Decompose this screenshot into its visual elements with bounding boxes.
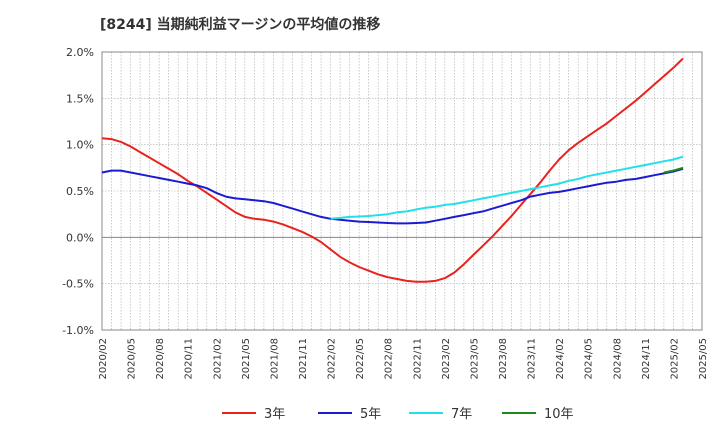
x-tick-label: 2024/11 bbox=[641, 338, 652, 380]
y-tick-label: 0.0% bbox=[66, 231, 94, 244]
x-tick-label: 2020/11 bbox=[184, 338, 195, 380]
x-tick-label: 2024/08 bbox=[612, 338, 623, 380]
series-line-10年 bbox=[663, 166, 684, 174]
x-tick-label: 2020/02 bbox=[98, 338, 109, 380]
x-tick-label: 2022/05 bbox=[355, 338, 366, 380]
x-tick-label: 2023/05 bbox=[469, 338, 480, 380]
x-tick-label: 2024/05 bbox=[584, 338, 595, 380]
x-tick-label: 2023/11 bbox=[527, 338, 538, 380]
x-tick-label: 2020/08 bbox=[155, 338, 166, 380]
y-tick-label: 1.0% bbox=[66, 139, 94, 152]
x-tick-label: 2022/02 bbox=[327, 338, 338, 380]
plot-frame bbox=[101, 51, 703, 331]
x-tick-label: 2025/02 bbox=[669, 338, 680, 380]
x-tick-label: 2023/02 bbox=[441, 338, 452, 380]
legend-label: 10年 bbox=[544, 407, 574, 422]
x-tick-label: 2021/02 bbox=[212, 338, 223, 380]
series-line-7年 bbox=[330, 155, 684, 220]
legend-label: 5年 bbox=[360, 407, 381, 422]
x-tick-label: 2021/11 bbox=[298, 338, 309, 380]
x-tick-label: 2021/05 bbox=[241, 338, 252, 380]
y-tick-label: -0.5% bbox=[62, 278, 94, 291]
y-tick-label: 0.5% bbox=[66, 185, 94, 198]
legend-label: 3年 bbox=[264, 407, 285, 422]
legend-label: 7年 bbox=[451, 407, 472, 422]
x-tick-label: 2020/05 bbox=[127, 338, 138, 380]
y-tick-label: 2.0% bbox=[66, 46, 94, 59]
x-tick-label: 2025/05 bbox=[698, 338, 709, 380]
series-line-5年 bbox=[101, 167, 684, 225]
y-tick-label: 1.5% bbox=[66, 92, 94, 105]
x-tick-label: 2022/08 bbox=[384, 338, 395, 380]
x-tick-label: 2022/11 bbox=[412, 338, 423, 380]
y-tick-label: -1.0% bbox=[62, 324, 94, 337]
x-tick-label: 2024/02 bbox=[555, 338, 566, 380]
chart-title: [8244] 当期純利益マージンの平均値の推移 bbox=[100, 17, 381, 33]
x-tick-label: 2021/08 bbox=[269, 338, 280, 380]
x-tick-label: 2023/08 bbox=[498, 338, 509, 380]
series-line-3年 bbox=[101, 57, 684, 283]
